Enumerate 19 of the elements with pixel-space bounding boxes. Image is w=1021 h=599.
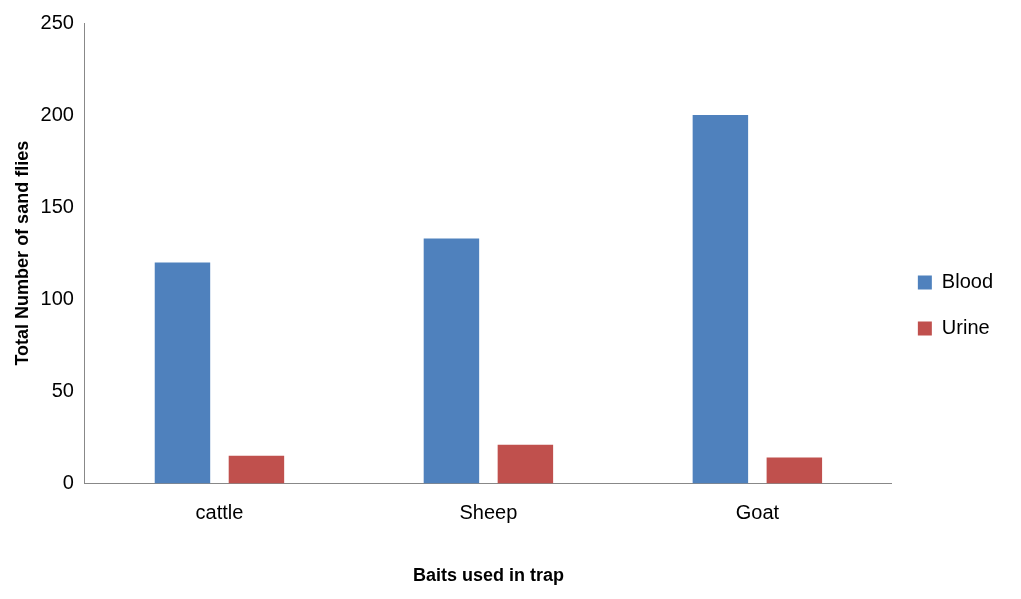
y-tick-label: 200 (40, 102, 74, 125)
legend-label: Blood (941, 270, 993, 293)
bar (154, 262, 211, 484)
bar (228, 455, 285, 484)
bar (692, 115, 749, 484)
x-tick-label: Sheep (459, 500, 518, 523)
x-tick-label: cattle (195, 500, 244, 523)
y-tick-label: 50 (51, 378, 74, 401)
y-tick-label: 0 (62, 470, 74, 493)
y-axis-title: Total Number of sand flies (11, 140, 32, 366)
x-axis-title: Baits used in trap (412, 565, 564, 586)
legend-label: Urine (941, 316, 990, 339)
bar (423, 238, 480, 484)
y-tick-label: 100 (40, 286, 74, 309)
bar (766, 457, 823, 484)
x-tick-label: Goat (735, 500, 780, 523)
bar (497, 444, 554, 484)
y-tick-label: 150 (40, 194, 74, 217)
y-tick-label: 250 (40, 10, 74, 33)
